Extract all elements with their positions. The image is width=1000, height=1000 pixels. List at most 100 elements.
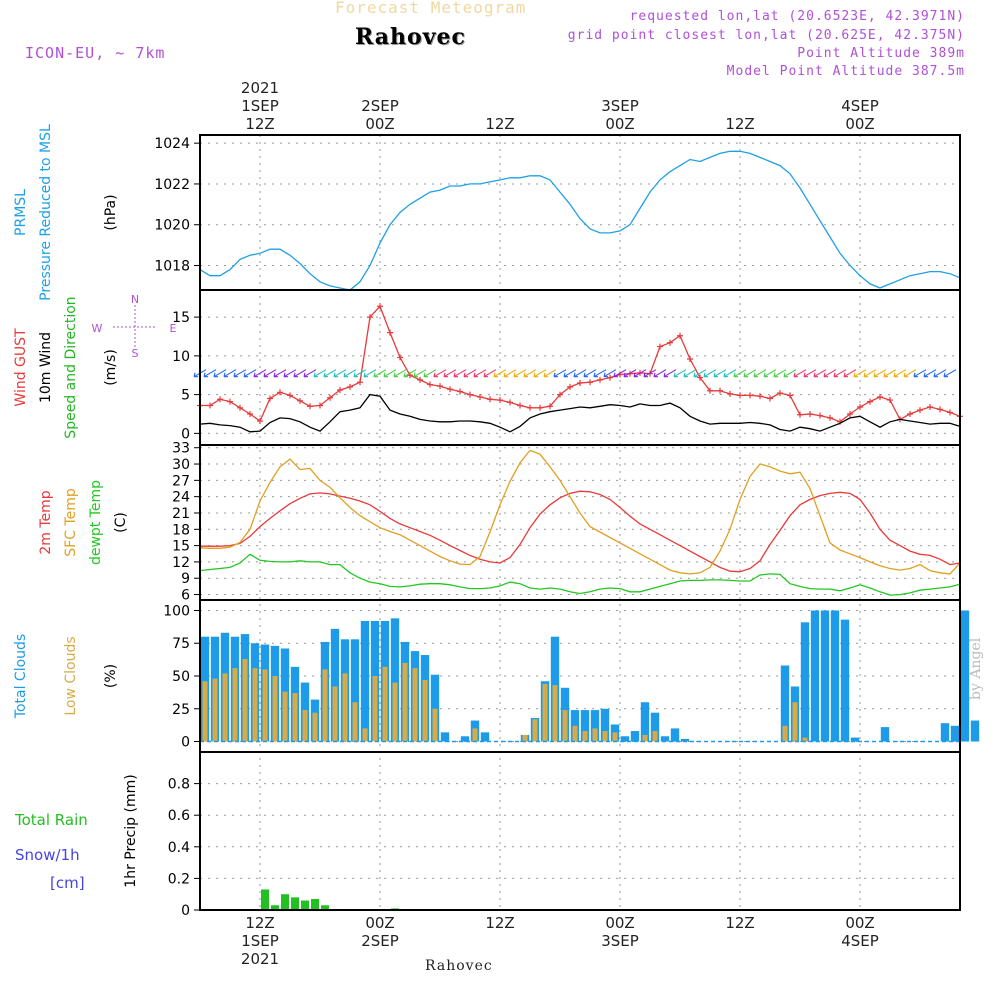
top-time-label: 00Z <box>605 115 634 133</box>
gust-marker <box>887 397 893 404</box>
total-cloud-bar <box>630 731 640 742</box>
gust-marker <box>537 404 543 411</box>
gust-marker <box>817 412 823 419</box>
wind-direction-arrow <box>853 369 867 378</box>
total-cloud-bar <box>940 723 950 742</box>
series-line-dewpt-temp <box>199 553 961 596</box>
top-time-label: 00Z <box>365 115 394 133</box>
wind-direction-arrow <box>373 369 387 378</box>
gust-marker <box>287 392 293 399</box>
gust-marker <box>787 392 793 399</box>
wind-direction-arrow <box>823 369 837 378</box>
top-time-label: 4SEP <box>841 97 879 115</box>
y-tick-label: 0.8 <box>168 777 190 793</box>
low-cloud-bar <box>202 681 208 742</box>
wind-direction-arrow <box>223 369 237 378</box>
top-time-label: 2SEP <box>361 97 399 115</box>
wind-direction-arrow <box>263 369 277 378</box>
wind-direction-arrow <box>443 369 457 378</box>
wind-direction-arrow <box>383 369 397 378</box>
gust-marker <box>607 374 613 381</box>
wind-direction-arrow <box>893 369 907 378</box>
low-cloud-bar <box>402 662 408 742</box>
panel-label: SFC Temp <box>63 488 79 557</box>
low-cloud-bar <box>472 728 478 742</box>
gust-marker <box>327 394 333 401</box>
low-cloud-bar <box>352 702 358 742</box>
gust-marker <box>767 395 773 402</box>
low-cloud-bar <box>322 669 328 742</box>
y-tick-label: 15 <box>172 310 190 326</box>
wind-direction-arrow <box>663 369 677 378</box>
wind-direction-arrow <box>813 369 827 378</box>
rain-bar <box>261 889 269 910</box>
wind-direction-arrow <box>573 369 587 378</box>
y-tick-label: 75 <box>172 636 190 652</box>
gust-marker <box>207 402 213 409</box>
top-time-label: 12Z <box>245 115 274 133</box>
low-cloud-bar <box>612 732 618 742</box>
y-tick-label: 6 <box>181 588 190 604</box>
panel-frame <box>199 134 961 291</box>
wind-direction-arrow <box>473 369 487 378</box>
gust-marker <box>447 386 453 393</box>
compass-letters: N S W E <box>92 293 177 360</box>
low-cloud-bar <box>802 737 808 742</box>
low-cloud-bar <box>522 734 528 742</box>
wind-direction-arrow <box>713 369 727 378</box>
gust-marker <box>737 392 743 399</box>
rain-bar <box>311 898 319 910</box>
wind-direction-arrow <box>273 369 287 378</box>
low-cloud-bar <box>262 669 268 742</box>
panel-label: PRMSL <box>13 189 29 236</box>
gust-marker <box>497 397 503 404</box>
low-cloud-bar <box>252 668 258 742</box>
snow-label: Snow/1h <box>15 846 80 864</box>
low-cloud-bar <box>312 712 318 742</box>
gust-marker <box>597 376 603 383</box>
panel-precip: 0 0.2 0.4 0.6 0.8 Total Rain Snow/1h [cm] 1hr Pr… <box>14 751 961 919</box>
gust-marker <box>587 379 593 386</box>
gust-marker <box>477 393 483 400</box>
bottom-time-label: 3SEP <box>601 932 639 950</box>
gust-marker <box>437 383 443 390</box>
bottom-time-label: 00Z <box>365 914 394 932</box>
gust-marker <box>577 380 583 386</box>
wind-direction-arrow <box>283 369 297 378</box>
panel-frame <box>199 289 961 446</box>
wind-direction-arrow <box>883 369 897 378</box>
low-cloud-bar <box>652 731 658 742</box>
panel-label: 10m Wind <box>38 332 54 403</box>
panel-label: Speed and Direction <box>63 296 79 438</box>
total-cloud-bar <box>590 710 600 742</box>
y-tick-label: 33 <box>172 441 190 457</box>
wind-direction-arrow <box>833 369 847 378</box>
compass-letter: S <box>132 347 139 360</box>
y-tick-label: 30 <box>172 457 190 473</box>
panel-label: 2m Temp <box>38 490 54 554</box>
wind-direction-arrow <box>523 369 537 378</box>
gust-marker <box>307 403 313 410</box>
y-tick-label: 21 <box>172 506 190 522</box>
model-name: ICON-EU, ~ 7km <box>25 44 166 62</box>
wind-direction-arrow <box>633 369 647 378</box>
wind-direction-arrow <box>653 369 667 378</box>
wind-direction-arrow <box>643 369 657 378</box>
wind-direction-arrow <box>873 369 887 378</box>
series-line-2m-temp <box>200 490 961 573</box>
y-tick-label: 0 <box>181 903 190 919</box>
bottom-time-label: 2SEP <box>361 932 399 950</box>
panel-clouds: 0 25 50 75 100 Total Clouds Low Clouds (%) <box>13 599 980 753</box>
gust-marker <box>777 390 783 397</box>
wind-direction-arrow <box>593 369 607 378</box>
wind-direction-arrow <box>333 369 347 378</box>
low-cloud-bar <box>302 710 308 742</box>
total-cloud-bar <box>440 732 450 742</box>
gust-marker <box>267 395 273 402</box>
gust-marker <box>277 389 283 396</box>
low-cloud-bar <box>282 691 288 742</box>
gust-marker <box>527 404 533 411</box>
total-cloud-bar <box>660 736 670 742</box>
wind-direction-arrow <box>323 369 337 378</box>
low-cloud-bar <box>332 686 338 742</box>
